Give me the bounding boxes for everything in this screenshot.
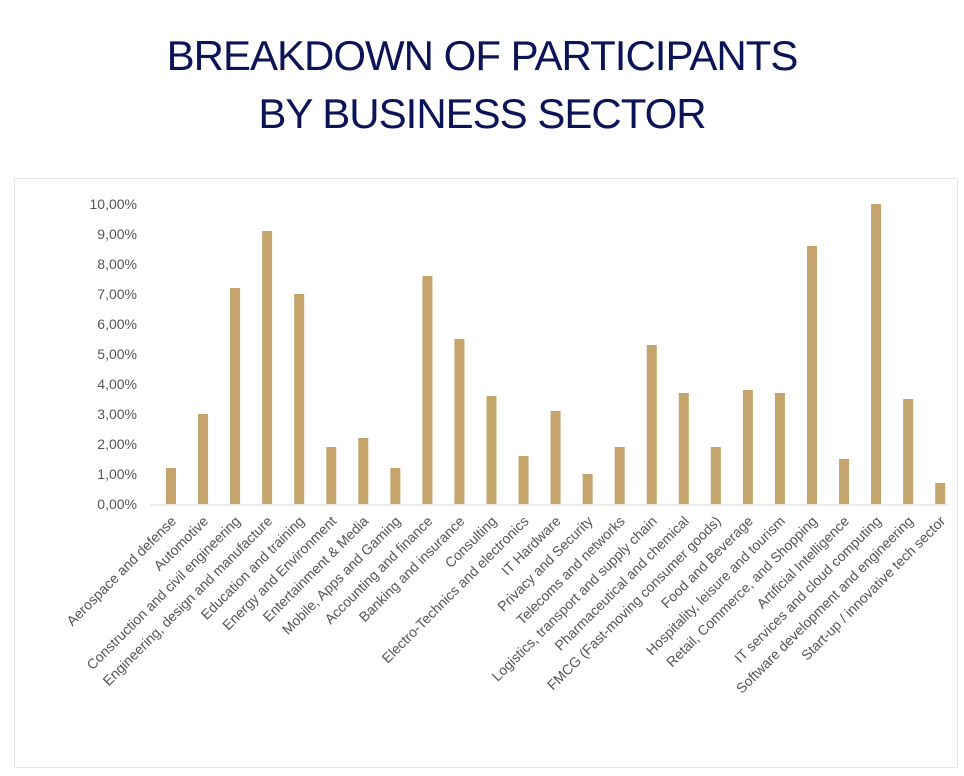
- y-axis-ticks: 0,00% 1,00% 2,00% 3,00% 4,00% 5,00% 6,00% 7,00%…: [90, 196, 137, 512]
- bar: [326, 447, 337, 504]
- x-axis-ticks: Aerospace and defenseAutomotiveConstruct…: [63, 513, 948, 697]
- y-tick-label: 9,00%: [97, 226, 137, 242]
- bar: [678, 393, 689, 504]
- bar: [454, 339, 465, 504]
- bars: [166, 204, 946, 504]
- bar: [646, 345, 657, 504]
- y-tick-label: 3,00%: [97, 406, 137, 422]
- y-tick-label: 8,00%: [97, 256, 137, 272]
- bar: [294, 294, 305, 504]
- chart-title-line-1: BREAKDOWN OF PARTICIPANTS: [166, 32, 799, 79]
- bar: [742, 390, 753, 504]
- bar: [710, 447, 721, 504]
- y-tick-label: 7,00%: [97, 286, 137, 302]
- bar: [422, 276, 433, 504]
- bar: [358, 438, 369, 504]
- y-tick-label: 6,00%: [97, 316, 137, 332]
- bar: [903, 399, 914, 504]
- bar: [807, 246, 817, 504]
- y-tick-label: 1,00%: [97, 466, 137, 482]
- bar: [774, 393, 785, 504]
- bar: [582, 474, 593, 504]
- y-tick-label: 0,00%: [97, 496, 137, 512]
- bar: [230, 288, 241, 504]
- bar: [262, 231, 273, 504]
- bar: [518, 456, 529, 504]
- bar: [871, 204, 882, 504]
- chart-frame: [14, 178, 958, 768]
- bar: [390, 468, 401, 504]
- bar: [614, 447, 625, 504]
- chart-title-line-2: BY BUSINESS SECTOR: [258, 90, 706, 137]
- y-tick-label: 5,00%: [97, 346, 137, 362]
- bar: [198, 414, 209, 504]
- bar: [166, 468, 176, 504]
- y-tick-label: 10,00%: [90, 196, 137, 212]
- y-tick-label: 4,00%: [97, 376, 137, 392]
- y-tick-label: 2,00%: [97, 436, 137, 452]
- bar: [935, 483, 946, 504]
- bar: [550, 411, 561, 504]
- bar: [486, 396, 497, 504]
- bar: [839, 459, 850, 504]
